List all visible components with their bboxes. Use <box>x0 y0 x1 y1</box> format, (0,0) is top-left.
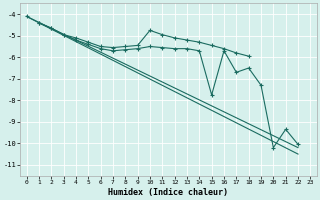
X-axis label: Humidex (Indice chaleur): Humidex (Indice chaleur) <box>108 188 228 197</box>
